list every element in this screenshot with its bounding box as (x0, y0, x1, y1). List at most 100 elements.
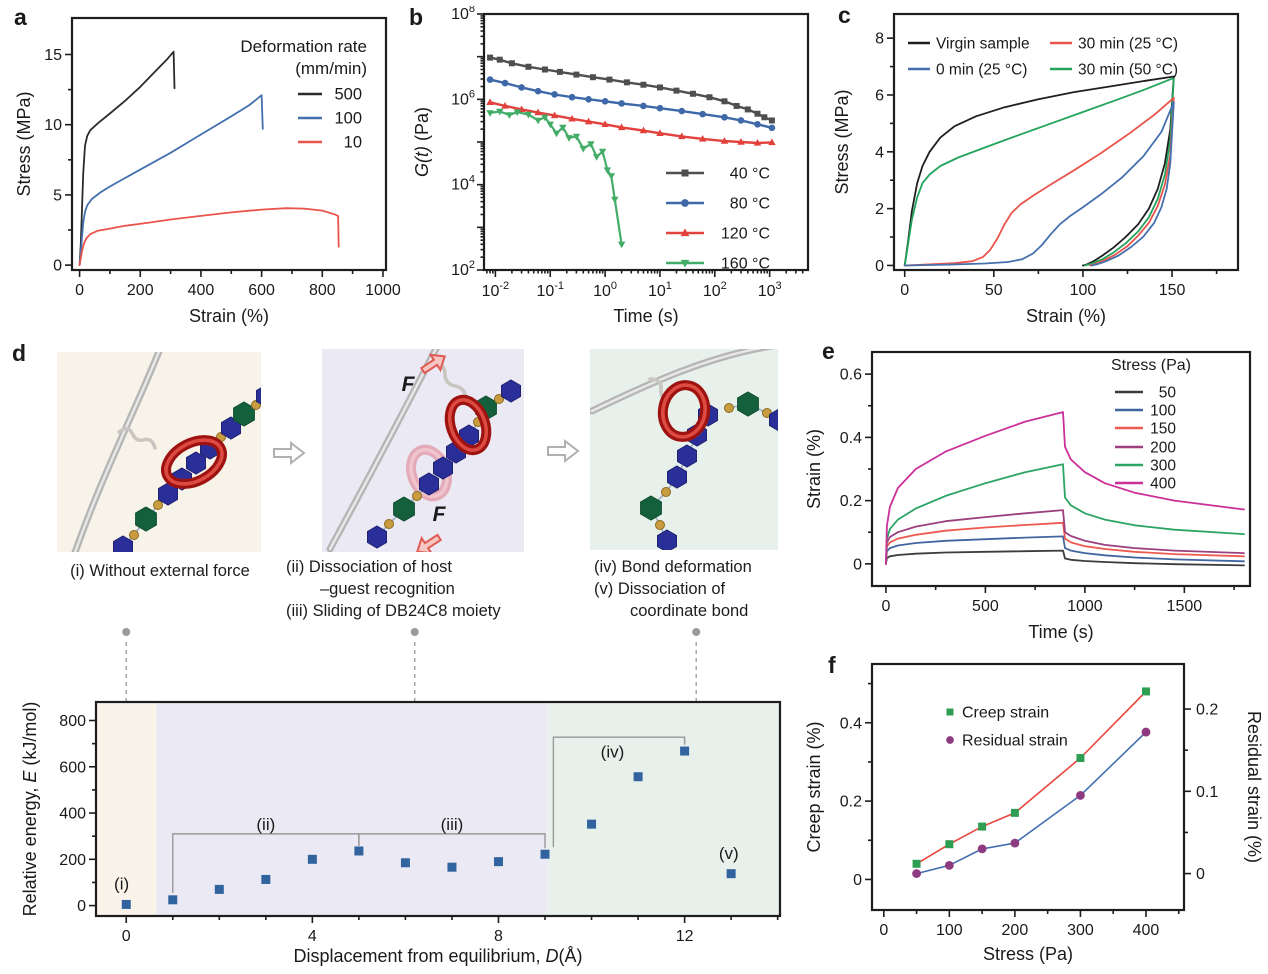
svg-text:300: 300 (1067, 922, 1094, 939)
svg-text:Residual strain (%): Residual strain (%) (1244, 711, 1264, 863)
svg-text:0.2: 0.2 (1196, 702, 1218, 719)
svg-text:100: 100 (936, 922, 963, 939)
svg-text:(ii): (ii) (256, 815, 275, 834)
svg-text:0.4: 0.4 (840, 715, 862, 732)
svg-text:(iv): (iv) (601, 743, 625, 762)
svg-text:Stress (Pa): Stress (Pa) (1111, 357, 1191, 374)
svg-text:800: 800 (309, 282, 336, 299)
process-arrow-icon (547, 439, 580, 463)
svg-text:102: 102 (703, 280, 727, 300)
panel-label-c: c (838, 2, 851, 28)
svg-text:10-1: 10-1 (536, 280, 564, 300)
svg-text:15: 15 (44, 47, 62, 64)
svg-text:1000: 1000 (365, 282, 401, 299)
svg-text:0 min (25 °C): 0 min (25 °C) (936, 62, 1027, 79)
svg-text:0: 0 (881, 598, 890, 615)
svg-text:200: 200 (127, 282, 154, 299)
svg-text:10: 10 (44, 117, 62, 134)
svg-text:0.1: 0.1 (1196, 784, 1218, 801)
svg-text:10-2: 10-2 (482, 280, 510, 300)
svg-text:Strain (%): Strain (%) (1026, 306, 1106, 326)
panel-label-f: f (828, 652, 836, 678)
svg-text:0: 0 (77, 898, 86, 915)
process-arrow-icon (273, 441, 306, 465)
svg-text:Residual strain: Residual strain (962, 733, 1068, 750)
svg-text:Stress (MPa): Stress (MPa) (832, 89, 852, 194)
svg-text:12: 12 (676, 928, 694, 945)
molecule-illustration-sliding: FF (322, 349, 524, 552)
molecule-illustration-without-force (57, 352, 261, 552)
panel-label-b: b (409, 4, 424, 30)
caption-without-force: (i) Without external force (40, 560, 280, 582)
caption-line: (v) Dissociation of (594, 580, 726, 598)
caption-line: –guest recognition (320, 580, 455, 598)
svg-text:50: 50 (1159, 385, 1177, 402)
svg-text:300: 300 (1150, 458, 1176, 475)
caption-line: (ii) Dissociation of host (286, 558, 452, 576)
svg-text:0.2: 0.2 (840, 493, 862, 510)
svg-text:400: 400 (188, 282, 215, 299)
panel-label-e: e (822, 338, 835, 364)
svg-text:Deformation rate: Deformation rate (240, 37, 367, 56)
svg-text:100: 100 (1150, 403, 1176, 420)
svg-text:0: 0 (53, 258, 62, 275)
svg-text:100: 100 (593, 280, 617, 300)
svg-text:(v): (v) (719, 844, 739, 863)
svg-text:Stress (Pa): Stress (Pa) (983, 944, 1073, 964)
svg-text:Creep strain (%): Creep strain (%) (804, 721, 824, 852)
svg-text:0: 0 (853, 556, 862, 573)
caption-line: (iv) Bond deformation (594, 558, 752, 576)
caption-line: coordinate bond (630, 602, 749, 620)
svg-text:Stress (MPa): Stress (MPa) (14, 91, 34, 196)
svg-text:Creep strain: Creep strain (962, 705, 1049, 722)
svg-text:0: 0 (122, 928, 131, 945)
svg-text:0: 0 (853, 872, 862, 889)
svg-text:40 °C: 40 °C (730, 166, 770, 183)
svg-text:200: 200 (1150, 440, 1176, 457)
svg-text:120 °C: 120 °C (721, 226, 770, 243)
svg-text:0: 0 (900, 282, 909, 299)
svg-text:500: 500 (972, 598, 999, 615)
svg-text:4: 4 (875, 144, 884, 161)
relative-energy-chart: (i) (ii) (iii) (iv) (v) 0 4 8 12 0 200 400 600 800 Dis… (20, 628, 782, 966)
svg-text:600: 600 (59, 759, 86, 776)
force-label: F (433, 503, 447, 526)
force-label: F (402, 373, 416, 396)
svg-text:104: 104 (451, 174, 475, 194)
svg-text:30 min (50 °C): 30 min (50 °C) (1078, 62, 1178, 79)
svg-text:Virgin sample: Virgin sample (936, 36, 1030, 53)
svg-text:Time (s): Time (s) (1028, 622, 1093, 642)
svg-text:50: 50 (985, 282, 1003, 299)
svg-text:600: 600 (248, 282, 275, 299)
svg-text:0: 0 (1196, 866, 1205, 883)
svg-text:150: 150 (1159, 282, 1186, 299)
svg-text:6: 6 (875, 87, 884, 104)
svg-text:30 min (25 °C): 30 min (25 °C) (1078, 36, 1178, 53)
svg-text:106: 106 (451, 88, 475, 108)
svg-text:100: 100 (334, 110, 362, 128)
svg-text:Strain (%): Strain (%) (804, 429, 824, 509)
svg-text:0: 0 (875, 258, 884, 275)
svg-text:8: 8 (494, 928, 503, 945)
svg-text:100: 100 (1070, 282, 1097, 299)
molecule-illustration-dissociation (590, 349, 778, 550)
svg-text:80 °C: 80 °C (730, 196, 770, 213)
svg-text:1500: 1500 (1167, 598, 1203, 615)
cyclic-stress-strain-chart: 0 50 100 150 0 2 4 6 8 Strain (%) Stress (MPa) Virg… (832, 12, 1240, 326)
svg-text:(mm/min): (mm/min) (295, 59, 367, 78)
svg-text:400: 400 (59, 806, 86, 823)
svg-text:Relative energy, E (kJ/mol): Relative energy, E (kJ/mol) (20, 702, 40, 917)
svg-text:G(t) (Pa): G(t) (Pa) (412, 107, 432, 177)
caption-line: (i) Without external force (70, 562, 250, 580)
svg-text:2: 2 (875, 201, 884, 218)
svg-text:0.6: 0.6 (840, 367, 862, 384)
svg-text:200: 200 (59, 852, 86, 869)
svg-text:103: 103 (758, 280, 782, 300)
svg-text:101: 101 (648, 280, 672, 300)
svg-text:500: 500 (334, 86, 362, 104)
relaxation-modulus-chart: 10-2 10-1 100 101 102 103 102 104 106 108 Time (s)… (412, 6, 810, 326)
stress-strain-rate-chart: 0 200 400 600 800 1000 0 5 10 15 Strain (%) Stress … (14, 16, 401, 326)
svg-text:1000: 1000 (1067, 598, 1103, 615)
svg-text:0: 0 (75, 282, 84, 299)
